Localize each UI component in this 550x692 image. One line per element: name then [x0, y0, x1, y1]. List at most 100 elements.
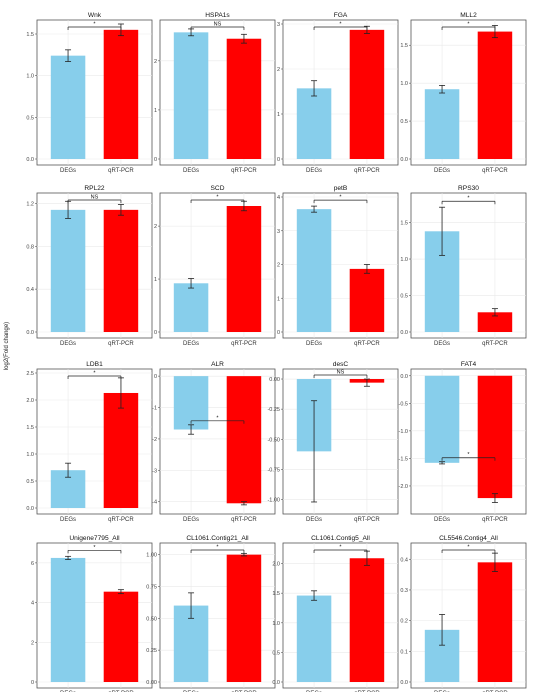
y-tick-label: 3 — [277, 22, 280, 28]
y-tick-label: 1.5 — [272, 591, 280, 597]
x-tick-label: DEGs — [60, 341, 76, 347]
chart-panel: FAT4 0.0 -0.5 -1.0 -1.5 -2.0 DEGs qRT-PCR * — [399, 361, 527, 523]
panel-title: RPS30 — [458, 185, 479, 192]
significance-label: * — [216, 415, 219, 421]
panel-title: Unigene7795_All — [69, 535, 120, 542]
y-tick-label: 0.0 — [26, 506, 34, 512]
y-tick-label: -1.00 — [267, 498, 280, 504]
chart-panel: Wnk 0.0 0.5 1.0 1.5 DEGs qRT-PCR * — [26, 12, 153, 174]
bar-qrt-pcr — [226, 38, 262, 159]
bar-qrt-pcr — [103, 29, 139, 160]
significance-label: * — [93, 545, 96, 551]
y-tick-label: 0.75 — [146, 584, 157, 590]
bar-degs — [424, 375, 460, 463]
x-tick-label: qRT-PCR — [354, 517, 380, 523]
chart-panel: LDB1 0.0 0.5 1.0 1.5 2.0 2.5 DEGs qRT-PCR * — [26, 361, 153, 523]
chart-panel: RPS30 0.0 0.5 1.0 1.5 DEGs qRT-PCR * — [400, 185, 527, 347]
x-tick-label: qRT-PCR — [482, 341, 508, 347]
y-tick-label: 0 — [154, 374, 157, 380]
x-tick-label: qRT-PCR — [482, 168, 508, 174]
chart-panel: petB 0 1 2 3 4 DEGs qRT-PCR * — [277, 185, 399, 347]
y-tick-label: -1.0 — [399, 429, 408, 435]
panel-title: desC — [333, 361, 349, 368]
x-tick-label: DEGs — [306, 168, 322, 174]
y-tick-label: 2 — [154, 224, 157, 230]
x-tick-label: DEGs — [60, 168, 76, 174]
y-tick-label: 3 — [277, 229, 280, 235]
y-tick-label: -2 — [152, 437, 157, 443]
y-tick-label: 2 — [277, 263, 280, 269]
y-tick-label: 0.00 — [146, 680, 157, 686]
panel-title: FGA — [334, 12, 348, 19]
y-tick-label: 1.0 — [26, 74, 34, 80]
significance-label: * — [467, 545, 470, 551]
significance-label: * — [339, 545, 342, 551]
panel-grid: Wnk 0.0 0.5 1.0 1.5 DEGs qRT-PCR * HSPA1s 0 1 2 DEGs… — [26, 12, 527, 692]
significance-label: * — [339, 22, 342, 28]
bar-qrt-pcr — [349, 29, 385, 159]
bar-qrt-pcr — [103, 392, 139, 508]
bar-qrt-pcr — [349, 558, 385, 682]
significance-label: * — [216, 545, 219, 551]
chart-panel: desC 0.00 -0.25 -0.50 -0.75 -1.00 DEGs qRT-PCR N… — [267, 361, 399, 523]
y-tick-label: 0 — [277, 330, 280, 336]
y-tick-label: 1.5 — [400, 43, 408, 49]
x-tick-label: DEGs — [183, 341, 199, 347]
y-tick-label: 0 — [154, 157, 157, 163]
y-tick-label: 0.0 — [400, 330, 408, 336]
y-tick-label: 1.5 — [26, 32, 34, 38]
y-tick-label: 4 — [31, 601, 34, 607]
y-tick-label: 1.0 — [272, 621, 280, 627]
panel-title: RPL22 — [84, 185, 104, 192]
bar-degs — [50, 55, 86, 159]
x-tick-label: DEGs — [434, 517, 450, 523]
bar-degs — [50, 209, 86, 332]
y-tick-label: 0 — [154, 330, 157, 336]
significance-label: NS — [214, 22, 222, 28]
y-axis-label: log2(Fold change) — [4, 322, 10, 370]
y-tick-label: 1.0 — [400, 81, 408, 87]
y-tick-label: 1 — [154, 277, 157, 283]
y-tick-label: -2.0 — [399, 484, 408, 490]
chart-panel: HSPA1s 0 1 2 DEGs qRT-PCR NS — [154, 12, 276, 174]
significance-label: * — [467, 452, 470, 458]
y-tick-label: 1 — [277, 112, 280, 118]
chart-panel: SCD 0 1 2 DEGs qRT-PCR * — [154, 185, 276, 347]
bar-qrt-pcr — [477, 312, 513, 332]
x-tick-label: DEGs — [306, 341, 322, 347]
panel-title: ALR — [211, 361, 224, 368]
bar-degs — [296, 88, 332, 159]
chart-panel: MLL2 0.0 0.5 1.0 1.5 DEGs qRT-PCR * — [400, 12, 527, 174]
y-tick-label: 2 — [31, 640, 34, 646]
y-tick-label: 0.0 — [400, 374, 408, 380]
chart-panel: CL5546.Contig4_All0.00.10.20.30.4DEGsqRT… — [400, 535, 527, 692]
chart-panel: ALR 0 -1 -2 -3 -4 DEGs qRT-PCR * — [152, 361, 276, 523]
bar-degs — [296, 595, 332, 682]
y-tick-label: 2 — [154, 59, 157, 65]
significance-label: * — [467, 22, 470, 28]
x-tick-label: DEGs — [60, 517, 76, 523]
significance-label: NS — [91, 195, 99, 201]
y-tick-label: 1.0 — [400, 257, 408, 263]
y-tick-label: -3 — [152, 468, 157, 474]
panel-title: CL5546.Contig4_All — [439, 535, 498, 542]
panel-title: Wnk — [88, 12, 102, 19]
panel-title: LDB1 — [86, 361, 103, 368]
y-tick-label: 0.8 — [26, 244, 34, 250]
chart-panel: RPL22 0.0 0.4 0.8 1.2 DEGs qRT-PCR NS — [26, 185, 153, 347]
panel-title: SCD — [211, 185, 225, 192]
y-tick-label: -0.50 — [267, 437, 280, 443]
y-tick-label: 0.5 — [26, 115, 34, 121]
x-tick-label: DEGs — [183, 168, 199, 174]
y-tick-label: 1.00 — [146, 553, 157, 559]
x-tick-label: qRT-PCR — [231, 341, 257, 347]
significance-label: * — [93, 22, 96, 28]
x-tick-label: DEGs — [183, 517, 199, 523]
panel-title: CL1061.Contig21_All — [186, 535, 249, 542]
bar-qrt-pcr — [103, 209, 139, 332]
bar-degs — [296, 209, 332, 332]
x-tick-label: qRT-PCR — [108, 341, 134, 347]
significance-label: * — [93, 371, 96, 377]
bar-qrt-pcr — [226, 376, 262, 504]
y-tick-label: 1 — [154, 108, 157, 114]
